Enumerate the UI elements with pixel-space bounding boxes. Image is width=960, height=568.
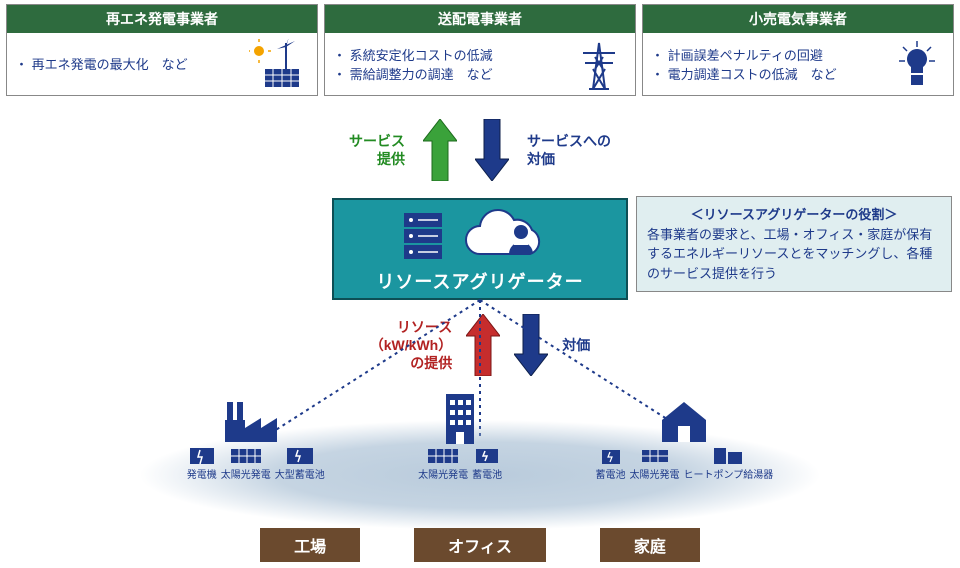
upper-arrows: サービス 提供 サービスへの 対価	[0, 110, 960, 190]
factory-icon	[221, 394, 291, 444]
battery-small-icon: 蓄電池	[596, 448, 626, 481]
server-icon	[400, 209, 446, 263]
operator-box-retail: 小売電気事業者 計画誤差ペナルティの回避 電力調達コストの低減 など	[642, 4, 954, 96]
service-supply-label: サービス 提供	[349, 132, 405, 168]
resource-clusters: 発電機 太陽光発電 大型蓄電池	[140, 390, 820, 481]
loc-office: オフィス	[414, 528, 546, 562]
cluster-home: 蓄電池 太陽光発電 ヒートポンプ給湯器	[596, 398, 774, 481]
building-icon	[438, 390, 482, 446]
pylon-icon	[567, 39, 631, 91]
aggregator-block: リソースアグリゲーター	[332, 198, 628, 300]
heatpump-icon: ヒートポンプ給湯器	[684, 444, 774, 481]
renewable-icon	[249, 39, 313, 91]
resource-ground: 発電機 太陽光発電 大型蓄電池	[140, 410, 820, 530]
idea-icon	[885, 39, 949, 91]
operator-list: 計画誤差ペナルティの回避 電力調達コストの低減 など	[651, 46, 885, 85]
lower-arrows: リソース （kW/kWh） の提供 対価	[0, 300, 960, 390]
operator-list: 系統安定化コストの低減 需給調整力の調達 など	[333, 46, 567, 85]
arrow-up-red-icon	[466, 314, 500, 376]
role-description-box: ＜リソースアグリゲーターの役割＞ 各事業者の要求と、工場・オフィス・家庭が保有す…	[636, 196, 952, 292]
service-payment-label: サービスへの 対価	[527, 132, 611, 168]
payment-label: 対価	[562, 336, 590, 354]
location-labels: 工場 オフィス 家庭	[0, 528, 960, 562]
solar-icon: 太陽光発電	[221, 446, 271, 481]
cluster-office: 太陽光発電 蓄電池	[418, 390, 502, 481]
arrow-down-blue-icon	[475, 119, 509, 181]
solar-icon: 太陽光発電	[630, 448, 680, 481]
operators-row: 再エネ発電事業者 再エネ発電の最大化 など	[0, 0, 960, 96]
cluster-factory: 発電機 太陽光発電 大型蓄電池	[187, 394, 325, 481]
arrow-down-blue-icon	[514, 314, 548, 376]
resource-supply-label: リソース （kW/kWh） の提供	[370, 318, 452, 373]
house-icon	[656, 398, 712, 444]
solar-icon: 太陽光発電	[418, 446, 468, 481]
energy-aggregator-diagram: 再エネ発電事業者 再エネ発電の最大化 など	[0, 0, 960, 568]
operator-title: 送配電事業者	[325, 5, 635, 33]
operator-title: 小売電気事業者	[643, 5, 953, 33]
cloud-person-icon	[450, 206, 560, 266]
generator-icon: 発電機	[187, 444, 217, 481]
operator-box-transmission: 送配電事業者 系統安定化コストの低減 需給調整力の調達 など	[324, 4, 636, 96]
operator-box-renewable: 再エネ発電事業者 再エネ発電の最大化 など	[6, 4, 318, 96]
operator-title: 再エネ発電事業者	[7, 5, 317, 33]
arrow-up-green-icon	[423, 119, 457, 181]
battery-large-icon: 大型蓄電池	[275, 444, 325, 481]
loc-factory: 工場	[260, 528, 360, 562]
loc-home: 家庭	[600, 528, 700, 562]
aggregator-icons	[334, 206, 626, 266]
role-body: 各事業者の要求と、工場・オフィス・家庭が保有するエネルギーリソースとをマッチング…	[647, 225, 941, 284]
operator-list: 再エネ発電の最大化 など	[15, 55, 249, 75]
role-title: ＜リソースアグリゲーターの役割＞	[647, 205, 941, 225]
battery-icon: 蓄電池	[472, 446, 502, 481]
aggregator-label: リソースアグリゲーター	[376, 266, 583, 296]
